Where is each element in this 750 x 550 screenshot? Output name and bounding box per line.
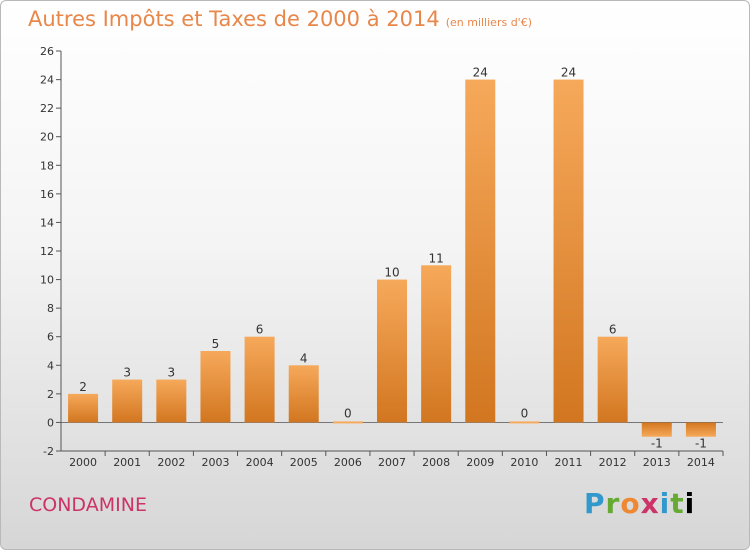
- y-tick-label: 12: [40, 245, 54, 258]
- bar: [332, 421, 363, 424]
- value-label: 6: [609, 323, 617, 337]
- x-tick-label: 2001: [113, 456, 141, 469]
- bar: [288, 365, 319, 423]
- value-label: 24: [473, 66, 488, 80]
- y-tick-label: -2: [43, 445, 54, 458]
- bar: [200, 351, 231, 423]
- x-tick-label: 2009: [466, 456, 494, 469]
- bar: [244, 336, 275, 423]
- value-label: -1: [651, 437, 663, 451]
- bar: [421, 265, 452, 423]
- y-tick-label: 4: [47, 359, 54, 372]
- value-label: 5: [212, 337, 220, 351]
- y-tick-label: 18: [40, 159, 54, 172]
- bar: [377, 279, 407, 423]
- x-tick-label: 2010: [510, 456, 538, 469]
- value-label: 11: [428, 251, 443, 265]
- y-tick-label: 20: [40, 131, 54, 144]
- bar: [641, 422, 672, 437]
- bar: [597, 336, 628, 423]
- x-tick-label: 2003: [201, 456, 229, 469]
- x-tick-label: 2008: [422, 456, 450, 469]
- x-tick-label: 2007: [378, 456, 406, 469]
- y-tick-label: 2: [47, 388, 54, 401]
- value-label: 6: [256, 323, 264, 337]
- chart-title: Autres Impôts et Taxes de 2000 à 2014 (en…: [28, 7, 532, 31]
- value-label: 3: [168, 366, 176, 380]
- x-tick-label: 2004: [246, 456, 274, 469]
- bar: [509, 421, 540, 424]
- value-label: -1: [695, 437, 707, 451]
- value-label: 0: [344, 406, 352, 420]
- y-tick-label: 16: [40, 188, 54, 201]
- bar: [685, 422, 716, 437]
- y-tick-label: 8: [47, 302, 54, 315]
- x-tick-label: 2005: [290, 456, 318, 469]
- y-tick-label: 0: [47, 416, 54, 429]
- y-tick-label: 14: [40, 216, 54, 229]
- brand-logo: Proxiti: [584, 487, 696, 520]
- x-tick-label: 2002: [157, 456, 185, 469]
- value-label: 3: [123, 366, 131, 380]
- x-tick-label: 2011: [555, 456, 583, 469]
- bar: [68, 393, 99, 423]
- y-tick-label: 6: [47, 331, 54, 344]
- bar: [553, 79, 584, 423]
- x-tick-label: 2013: [643, 456, 671, 469]
- bar: [465, 79, 496, 423]
- value-label: 2: [79, 380, 87, 394]
- value-label: 0: [521, 406, 529, 420]
- y-tick-label: 22: [40, 102, 54, 115]
- bar: [112, 379, 143, 423]
- x-tick-label: 2012: [599, 456, 627, 469]
- chart-unit: (en milliers d'€): [445, 16, 532, 29]
- chart-title-text: Autres Impôts et Taxes de 2000 à 2014: [28, 7, 440, 31]
- x-tick-label: 2000: [69, 456, 97, 469]
- value-label: 24: [561, 66, 576, 80]
- x-tick-label: 2014: [687, 456, 715, 469]
- value-labels: 2 3 3 5 6 4 0 10 11 24 0 24 6 -1 -1: [79, 66, 707, 451]
- y-tick-label: 24: [40, 74, 54, 87]
- bar: [156, 379, 187, 423]
- bars: [68, 79, 716, 437]
- town-name: CONDAMINE: [29, 494, 147, 516]
- y-tick-label: 10: [40, 274, 54, 287]
- value-label: 4: [300, 351, 308, 365]
- value-label: 10: [384, 266, 399, 280]
- x-tick-label: 2006: [334, 456, 362, 469]
- y-tick-label: 26: [40, 45, 54, 58]
